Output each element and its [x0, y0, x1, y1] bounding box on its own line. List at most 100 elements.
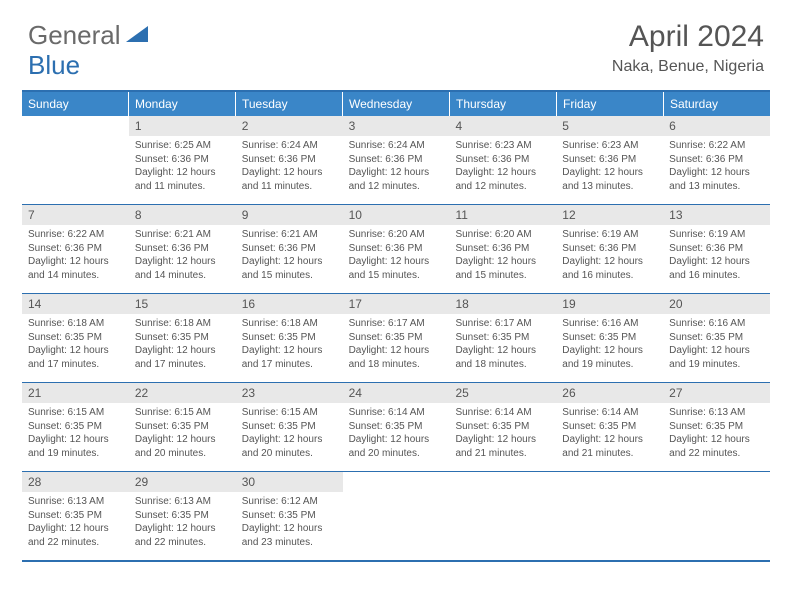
sunset-text: Sunset: 6:35 PM — [669, 331, 764, 345]
daylight-text: Daylight: 12 hours and 19 minutes. — [562, 344, 657, 371]
daylight-text: Daylight: 12 hours and 11 minutes. — [242, 166, 337, 193]
day-cell: 23Sunrise: 6:15 AMSunset: 6:35 PMDayligh… — [236, 383, 343, 471]
day-number: 20 — [663, 294, 770, 314]
daylight-text: Daylight: 12 hours and 22 minutes. — [28, 522, 123, 549]
day-cell: 16Sunrise: 6:18 AMSunset: 6:35 PMDayligh… — [236, 294, 343, 382]
sunset-text: Sunset: 6:35 PM — [135, 509, 230, 523]
sunrise-text: Sunrise: 6:14 AM — [562, 406, 657, 420]
day-body: Sunrise: 6:21 AMSunset: 6:36 PMDaylight:… — [236, 225, 343, 285]
day-body: Sunrise: 6:15 AMSunset: 6:35 PMDaylight:… — [236, 403, 343, 463]
sunset-text: Sunset: 6:36 PM — [135, 242, 230, 256]
day-number: 24 — [343, 383, 450, 403]
day-cell: 10Sunrise: 6:20 AMSunset: 6:36 PMDayligh… — [343, 205, 450, 293]
week-row: 21Sunrise: 6:15 AMSunset: 6:35 PMDayligh… — [22, 383, 770, 472]
weeks-container: 1Sunrise: 6:25 AMSunset: 6:36 PMDaylight… — [22, 116, 770, 560]
sunrise-text: Sunrise: 6:24 AM — [242, 139, 337, 153]
day-number: 8 — [129, 205, 236, 225]
dow-sunday: Sunday — [22, 92, 129, 116]
day-cell: 11Sunrise: 6:20 AMSunset: 6:36 PMDayligh… — [449, 205, 556, 293]
day-cell — [663, 472, 770, 560]
sunset-text: Sunset: 6:36 PM — [669, 242, 764, 256]
day-cell: 5Sunrise: 6:23 AMSunset: 6:36 PMDaylight… — [556, 116, 663, 204]
day-cell: 19Sunrise: 6:16 AMSunset: 6:35 PMDayligh… — [556, 294, 663, 382]
day-number: 26 — [556, 383, 663, 403]
day-number: 1 — [129, 116, 236, 136]
sunrise-text: Sunrise: 6:15 AM — [28, 406, 123, 420]
week-row: 1Sunrise: 6:25 AMSunset: 6:36 PMDaylight… — [22, 116, 770, 205]
day-body: Sunrise: 6:13 AMSunset: 6:35 PMDaylight:… — [663, 403, 770, 463]
sunrise-text: Sunrise: 6:14 AM — [349, 406, 444, 420]
sunset-text: Sunset: 6:35 PM — [28, 509, 123, 523]
daylight-text: Daylight: 12 hours and 13 minutes. — [562, 166, 657, 193]
day-body: Sunrise: 6:18 AMSunset: 6:35 PMDaylight:… — [22, 314, 129, 374]
daylight-text: Daylight: 12 hours and 23 minutes. — [242, 522, 337, 549]
day-cell: 30Sunrise: 6:12 AMSunset: 6:35 PMDayligh… — [236, 472, 343, 560]
daylight-text: Daylight: 12 hours and 11 minutes. — [135, 166, 230, 193]
week-row: 7Sunrise: 6:22 AMSunset: 6:36 PMDaylight… — [22, 205, 770, 294]
sunrise-text: Sunrise: 6:16 AM — [562, 317, 657, 331]
day-body: Sunrise: 6:17 AMSunset: 6:35 PMDaylight:… — [343, 314, 450, 374]
day-cell: 13Sunrise: 6:19 AMSunset: 6:36 PMDayligh… — [663, 205, 770, 293]
daylight-text: Daylight: 12 hours and 17 minutes. — [135, 344, 230, 371]
sunset-text: Sunset: 6:35 PM — [455, 331, 550, 345]
daylight-text: Daylight: 12 hours and 15 minutes. — [242, 255, 337, 282]
dow-tuesday: Tuesday — [236, 92, 343, 116]
daylight-text: Daylight: 12 hours and 19 minutes. — [669, 344, 764, 371]
day-cell — [22, 116, 129, 204]
day-body: Sunrise: 6:24 AMSunset: 6:36 PMDaylight:… — [343, 136, 450, 196]
day-body: Sunrise: 6:13 AMSunset: 6:35 PMDaylight:… — [129, 492, 236, 552]
day-cell: 6Sunrise: 6:22 AMSunset: 6:36 PMDaylight… — [663, 116, 770, 204]
day-number: 7 — [22, 205, 129, 225]
day-number: 30 — [236, 472, 343, 492]
day-body: Sunrise: 6:17 AMSunset: 6:35 PMDaylight:… — [449, 314, 556, 374]
day-cell: 27Sunrise: 6:13 AMSunset: 6:35 PMDayligh… — [663, 383, 770, 471]
day-number: 10 — [343, 205, 450, 225]
day-number: 23 — [236, 383, 343, 403]
day-cell: 18Sunrise: 6:17 AMSunset: 6:35 PMDayligh… — [449, 294, 556, 382]
day-number: 6 — [663, 116, 770, 136]
day-body: Sunrise: 6:21 AMSunset: 6:36 PMDaylight:… — [129, 225, 236, 285]
day-number — [22, 116, 129, 136]
sunrise-text: Sunrise: 6:13 AM — [669, 406, 764, 420]
day-cell: 25Sunrise: 6:14 AMSunset: 6:35 PMDayligh… — [449, 383, 556, 471]
day-of-week-row: Sunday Monday Tuesday Wednesday Thursday… — [22, 92, 770, 116]
day-body: Sunrise: 6:14 AMSunset: 6:35 PMDaylight:… — [556, 403, 663, 463]
daylight-text: Daylight: 12 hours and 17 minutes. — [28, 344, 123, 371]
day-cell: 1Sunrise: 6:25 AMSunset: 6:36 PMDaylight… — [129, 116, 236, 204]
day-cell: 24Sunrise: 6:14 AMSunset: 6:35 PMDayligh… — [343, 383, 450, 471]
day-number — [556, 472, 663, 492]
day-number: 29 — [129, 472, 236, 492]
day-cell — [556, 472, 663, 560]
day-number: 2 — [236, 116, 343, 136]
day-number: 22 — [129, 383, 236, 403]
sunset-text: Sunset: 6:36 PM — [242, 153, 337, 167]
day-number: 18 — [449, 294, 556, 314]
page-subtitle: Naka, Benue, Nigeria — [612, 58, 764, 76]
sunrise-text: Sunrise: 6:23 AM — [562, 139, 657, 153]
day-number: 14 — [22, 294, 129, 314]
sunset-text: Sunset: 6:36 PM — [349, 242, 444, 256]
day-body: Sunrise: 6:15 AMSunset: 6:35 PMDaylight:… — [129, 403, 236, 463]
day-cell: 26Sunrise: 6:14 AMSunset: 6:35 PMDayligh… — [556, 383, 663, 471]
day-number: 11 — [449, 205, 556, 225]
daylight-text: Daylight: 12 hours and 16 minutes. — [669, 255, 764, 282]
sunset-text: Sunset: 6:35 PM — [242, 420, 337, 434]
day-body: Sunrise: 6:20 AMSunset: 6:36 PMDaylight:… — [449, 225, 556, 285]
logo-text-blue: Blue — [28, 50, 80, 81]
dow-friday: Friday — [557, 92, 664, 116]
sunset-text: Sunset: 6:35 PM — [349, 331, 444, 345]
day-cell: 8Sunrise: 6:21 AMSunset: 6:36 PMDaylight… — [129, 205, 236, 293]
day-body: Sunrise: 6:24 AMSunset: 6:36 PMDaylight:… — [236, 136, 343, 196]
sunset-text: Sunset: 6:36 PM — [349, 153, 444, 167]
day-number: 13 — [663, 205, 770, 225]
daylight-text: Daylight: 12 hours and 20 minutes. — [242, 433, 337, 460]
day-cell: 4Sunrise: 6:23 AMSunset: 6:36 PMDaylight… — [449, 116, 556, 204]
sunrise-text: Sunrise: 6:15 AM — [242, 406, 337, 420]
sunset-text: Sunset: 6:36 PM — [669, 153, 764, 167]
daylight-text: Daylight: 12 hours and 22 minutes. — [669, 433, 764, 460]
day-body: Sunrise: 6:20 AMSunset: 6:36 PMDaylight:… — [343, 225, 450, 285]
day-number: 5 — [556, 116, 663, 136]
daylight-text: Daylight: 12 hours and 14 minutes. — [135, 255, 230, 282]
day-body: Sunrise: 6:22 AMSunset: 6:36 PMDaylight:… — [663, 136, 770, 196]
page-title: April 2024 — [612, 20, 764, 54]
